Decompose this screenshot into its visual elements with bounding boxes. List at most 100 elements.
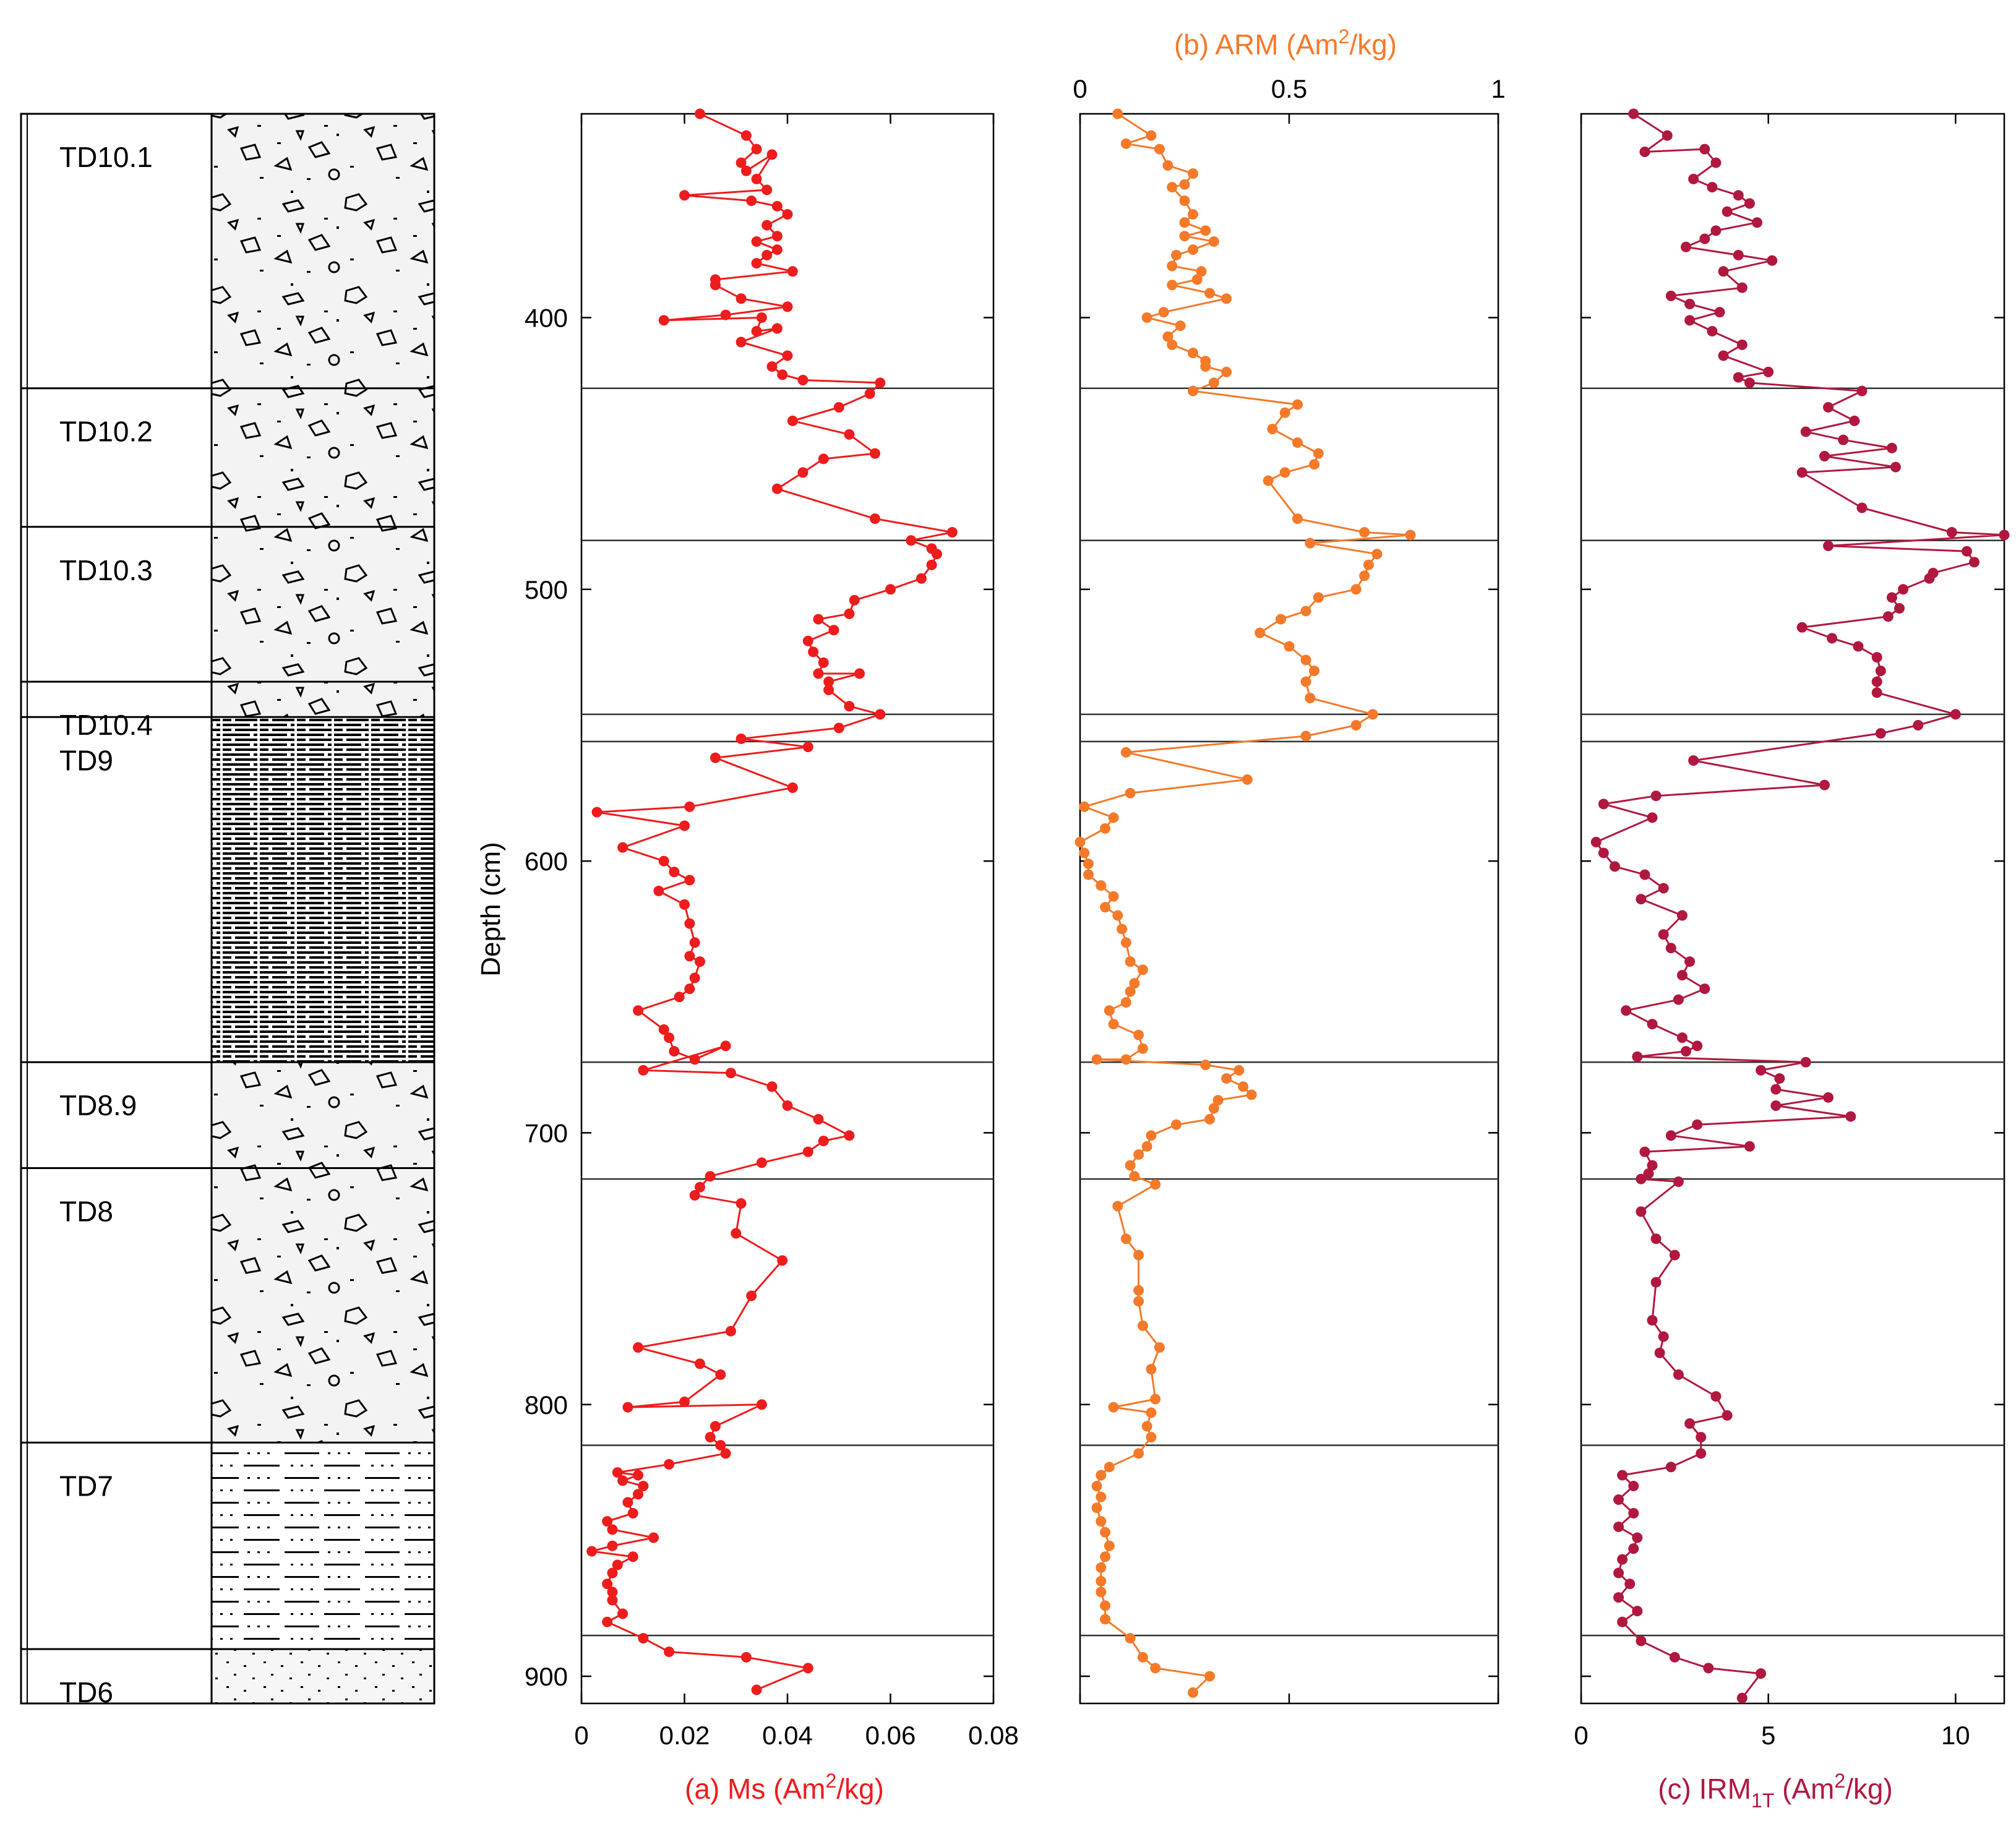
data-point	[648, 1532, 659, 1543]
data-point	[1367, 709, 1378, 720]
data-point	[787, 266, 798, 277]
data-point	[1255, 627, 1266, 638]
data-point	[746, 1290, 757, 1301]
data-point	[684, 801, 695, 812]
data-point	[586, 1546, 598, 1557]
lithology-pattern	[212, 1168, 434, 1443]
data-point	[1221, 1073, 1232, 1084]
data-point	[1744, 1141, 1755, 1152]
data-point	[1710, 225, 1722, 236]
data-point	[870, 513, 881, 525]
data-point	[736, 1198, 747, 1209]
series-line	[1079, 113, 1412, 1694]
data-point	[1894, 603, 1905, 614]
data-point	[736, 733, 747, 744]
data-point	[1279, 407, 1290, 418]
data-point	[607, 1524, 618, 1535]
data-point	[1736, 282, 1748, 293]
data-point	[1263, 475, 1274, 486]
data-point	[1120, 138, 1131, 149]
data-point	[1154, 1342, 1165, 1353]
data-point	[1823, 1092, 1834, 1103]
data-point	[1137, 1320, 1148, 1331]
data-point	[1350, 584, 1362, 595]
data-point	[1208, 1103, 1219, 1114]
data-point	[1733, 249, 1744, 260]
data-point	[658, 855, 669, 867]
data-point	[1091, 1481, 1102, 1492]
data-point	[1170, 1119, 1182, 1130]
data-point	[777, 369, 788, 380]
data-point	[1722, 206, 1733, 217]
data-point	[833, 722, 844, 734]
data-point	[617, 1608, 628, 1619]
data-point	[617, 1475, 628, 1486]
data-point	[705, 1171, 716, 1182]
data-point	[1736, 339, 1748, 350]
data-point	[1242, 774, 1253, 785]
data-point	[1673, 1176, 1684, 1188]
x-tick-label: 10	[1941, 1721, 1970, 1750]
data-point	[1838, 434, 1849, 445]
lithology-pattern	[212, 717, 434, 1063]
arm-title-sup: 2	[1339, 25, 1350, 48]
ms-title-sup: 2	[825, 1770, 836, 1792]
data-point	[1845, 1111, 1856, 1122]
x-tick-label: 0.02	[659, 1721, 710, 1750]
data-point	[1590, 836, 1602, 847]
data-point	[1350, 719, 1362, 730]
data-point	[1150, 1394, 1161, 1405]
data-point	[1188, 385, 1199, 396]
irm-axis-title: (c) IRM1T (Am2/kg)	[1658, 1770, 1893, 1812]
data-point	[854, 668, 865, 679]
data-point	[1309, 459, 1320, 470]
unit-label: TD10.1	[59, 141, 153, 173]
data-point	[1284, 641, 1295, 652]
data-point	[777, 1255, 788, 1266]
data-point	[1079, 847, 1090, 859]
data-point	[1162, 160, 1173, 171]
data-point	[751, 258, 762, 269]
data-point	[1200, 225, 1211, 236]
data-point	[602, 1516, 613, 1527]
data-point	[1188, 244, 1199, 255]
data-point	[1246, 1089, 1257, 1100]
data-point	[1800, 426, 1811, 437]
data-point	[1871, 652, 1882, 663]
data-point	[1624, 1578, 1636, 1590]
data-point	[679, 190, 690, 201]
y-tick-label: 600	[525, 847, 568, 876]
data-point	[1313, 448, 1324, 459]
data-point	[1669, 1249, 1680, 1261]
data-point	[694, 108, 705, 119]
data-point	[771, 323, 783, 334]
data-point	[751, 143, 762, 155]
data-point	[1371, 549, 1383, 560]
data-point	[720, 309, 731, 320]
data-point	[622, 1497, 633, 1508]
data-point	[818, 657, 829, 668]
data-point	[1658, 929, 1669, 940]
data-point	[1112, 910, 1123, 921]
panel-ms: 400 500 600 700 800 900 0 0.02 0.04 0.06 0.08	[525, 108, 1019, 1750]
data-point	[823, 684, 834, 695]
data-point	[823, 676, 834, 687]
data-point	[633, 1489, 644, 1500]
panel-irm: 0 5 10	[1574, 108, 2010, 1750]
data-point	[1770, 1084, 1782, 1095]
data-point	[1104, 1540, 1115, 1551]
data-point	[684, 951, 695, 962]
data-point	[1167, 182, 1178, 193]
data-point	[664, 1647, 675, 1658]
data-point	[1300, 654, 1311, 666]
data-point	[653, 885, 664, 896]
data-point	[766, 1081, 778, 1092]
unit-label: TD10.3	[59, 554, 153, 586]
data-point	[1676, 910, 1688, 921]
data-point	[1120, 1054, 1131, 1065]
data-point	[1162, 331, 1173, 342]
data-point	[1647, 1315, 1658, 1326]
data-point	[1613, 1494, 1624, 1506]
data-point	[818, 453, 829, 465]
